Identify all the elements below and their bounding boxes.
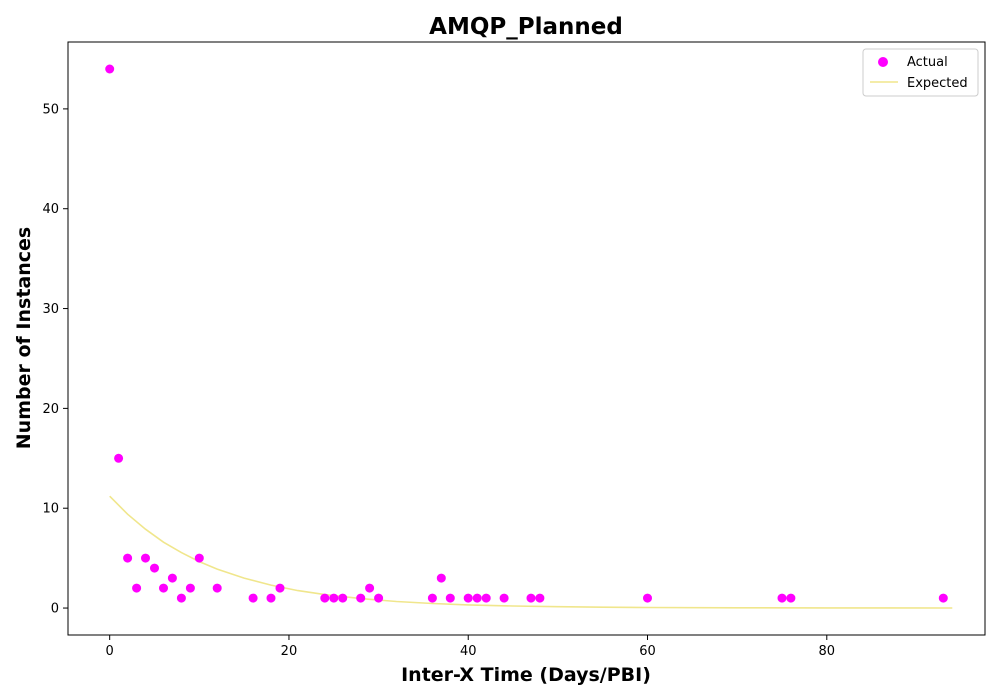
data-point-actual	[167, 573, 177, 583]
data-point-actual	[356, 593, 366, 603]
y-axis-label: Number of Instances	[13, 227, 35, 449]
x-axis-label: Inter-X Time (Days/PBI)	[401, 664, 651, 686]
x-tick-label: 40	[460, 644, 477, 659]
data-point-actual	[159, 583, 168, 593]
data-point-actual	[643, 593, 652, 603]
data-point-actual	[786, 593, 796, 603]
data-point-actual	[499, 593, 509, 603]
legend-label-expected: Expected	[907, 76, 968, 91]
data-point-actual	[445, 593, 455, 603]
y-tick-label: 20	[42, 402, 59, 417]
data-point-actual	[777, 593, 787, 603]
data-layer	[105, 64, 953, 609]
data-point-actual	[123, 553, 133, 563]
x-tick-label: 80	[819, 644, 836, 659]
data-point-actual	[141, 553, 150, 563]
data-point-actual	[338, 593, 348, 603]
legend-frame	[862, 48, 979, 97]
y-tick-label: 0	[51, 602, 59, 617]
data-point-actual	[176, 593, 186, 603]
data-point-actual	[535, 593, 545, 603]
data-point-actual	[194, 553, 204, 563]
legend: Actual Expected	[862, 48, 979, 97]
data-point-actual	[114, 453, 124, 463]
plot-area	[68, 42, 985, 635]
y-tick-label: 50	[42, 102, 59, 117]
data-point-actual	[185, 583, 195, 593]
data-point-actual	[374, 593, 384, 603]
x-tick-label: 20	[281, 644, 298, 659]
data-point-actual	[463, 593, 473, 603]
data-point-actual	[436, 573, 446, 583]
data-point-actual	[526, 593, 536, 603]
legend-label-actual: Actual	[907, 55, 948, 70]
plot-frame	[67, 41, 986, 636]
data-point-actual	[320, 593, 330, 603]
data-point-actual	[105, 64, 115, 74]
data-point-actual	[472, 593, 482, 603]
y-tick-label: 10	[42, 502, 59, 517]
data-point-actual	[427, 593, 437, 603]
y-tick-label: 30	[42, 302, 59, 317]
x-tick-label: 60	[639, 644, 656, 659]
data-point-actual	[365, 583, 375, 593]
x-tick-label: 0	[106, 644, 114, 659]
data-point-actual	[266, 593, 276, 603]
data-point-actual	[481, 593, 491, 603]
data-point-actual	[150, 563, 159, 573]
data-point-actual	[248, 593, 258, 603]
y-axis-ticks: 0 10 20 30 40 50	[42, 102, 68, 617]
data-point-actual	[212, 583, 222, 593]
data-point-actual	[275, 583, 285, 593]
x-axis-ticks: 0 20 40 60 80	[106, 635, 836, 659]
legend-marker-actual	[878, 57, 888, 67]
y-tick-label: 40	[42, 202, 59, 217]
data-point-actual	[329, 593, 339, 603]
data-point-actual	[132, 583, 142, 593]
chart-title: AMQP_Planned	[429, 14, 623, 40]
data-point-actual	[938, 593, 948, 603]
